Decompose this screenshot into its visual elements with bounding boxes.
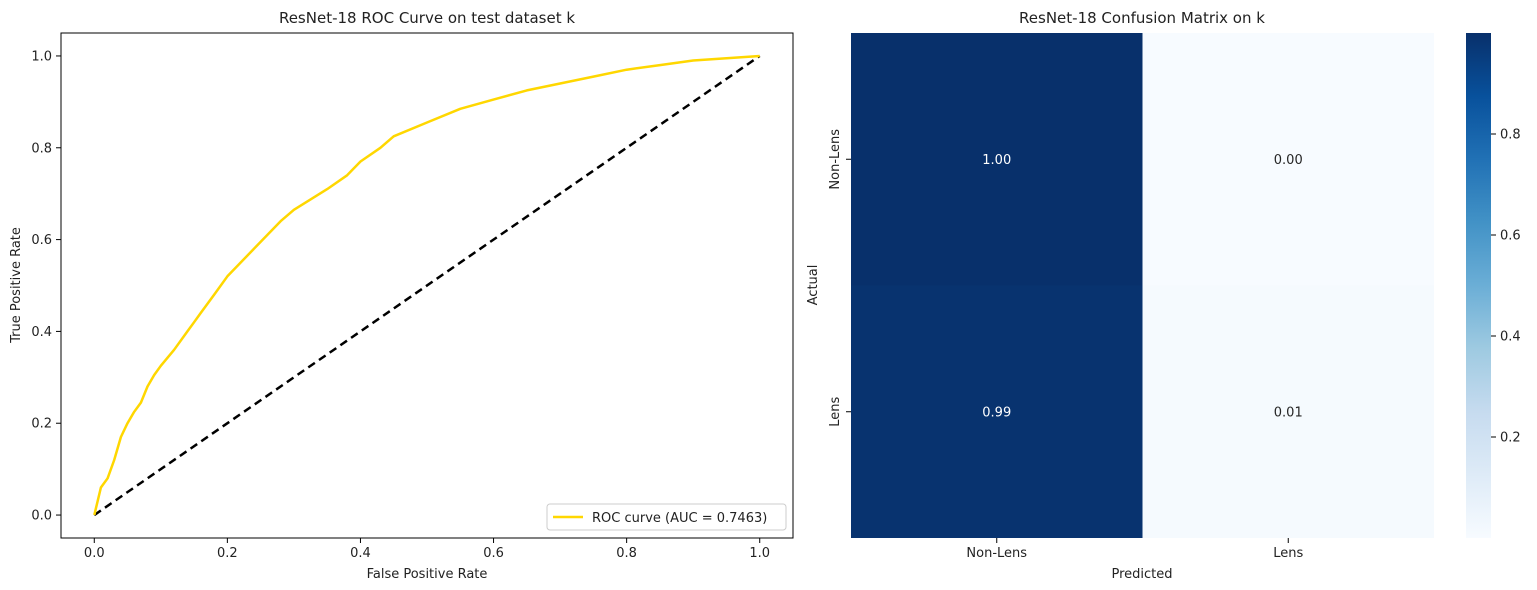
cm-y-ticks: Non-Lens Lens xyxy=(828,129,851,427)
colorbar-tick-label: 0.4 xyxy=(1500,330,1521,345)
cm-cell-value: 0.00 xyxy=(1274,153,1303,168)
roc-x-tick-label: 0.8 xyxy=(616,546,637,561)
cm-cell-value: 0.99 xyxy=(982,405,1011,420)
roc-xlabel: False Positive Rate xyxy=(367,567,488,582)
roc-x-tick-label: 1.0 xyxy=(749,546,770,561)
roc-chart: ResNet-18 ROC Curve on test dataset k 0.… xyxy=(9,9,794,582)
roc-legend: ROC curve (AUC = 0.7463) xyxy=(546,503,787,531)
roc-legend-label: ROC curve (AUC = 0.7463) xyxy=(592,511,767,526)
cm-cells: 1.00 0.00 0.99 0.01 xyxy=(851,33,1434,538)
cm-cell-value: 1.00 xyxy=(982,153,1011,168)
roc-x-ticks: 0.0 0.2 0.4 0.6 0.8 1.0 xyxy=(84,538,770,561)
roc-diagonal-line xyxy=(93,54,761,517)
roc-y-tick-label: 0.6 xyxy=(31,233,52,248)
roc-curve-line xyxy=(93,54,760,516)
roc-y-tick-label: 0.4 xyxy=(31,325,52,340)
roc-y-tick-label: 0.0 xyxy=(31,509,52,524)
cm-title: ResNet-18 Confusion Matrix on k xyxy=(1019,9,1265,27)
cm-y-tick-label: Non-Lens xyxy=(828,129,843,190)
roc-series xyxy=(93,54,761,517)
colorbar-ticks: 0.2 0.4 0.6 0.8 xyxy=(1491,128,1521,446)
cm-x-tick-label: Lens xyxy=(1273,546,1303,561)
roc-y-ticks: 0.0 0.2 0.4 0.6 0.8 1.0 xyxy=(31,49,61,524)
cm-cell xyxy=(851,285,1143,538)
roc-y-tick-label: 0.2 xyxy=(31,417,52,432)
cm-cell xyxy=(851,33,1143,286)
colorbar xyxy=(1466,33,1491,538)
roc-ylabel: True Positive Rate xyxy=(9,227,24,344)
cm-cell-value: 0.01 xyxy=(1274,405,1303,420)
colorbar-tick-label: 0.8 xyxy=(1500,128,1521,143)
roc-title: ResNet-18 ROC Curve on test dataset k xyxy=(279,9,575,27)
cm-x-ticks: Non-Lens Lens xyxy=(966,538,1303,561)
cm-cell xyxy=(1142,33,1434,286)
cm-ylabel: Actual xyxy=(806,265,821,306)
colorbar-tick-label: 0.6 xyxy=(1500,229,1521,244)
confusion-matrix-chart: ResNet-18 Confusion Matrix on k 1.00 0.00… xyxy=(806,9,1521,582)
cm-x-tick-label: Non-Lens xyxy=(966,546,1027,561)
colorbar-tick-label: 0.2 xyxy=(1500,431,1521,446)
cm-cell xyxy=(1142,285,1434,538)
roc-x-tick-label: 0.6 xyxy=(483,546,504,561)
roc-y-tick-label: 0.8 xyxy=(31,141,52,156)
roc-x-tick-label: 0.2 xyxy=(217,546,238,561)
roc-x-tick-label: 0.4 xyxy=(350,546,371,561)
roc-x-tick-label: 0.0 xyxy=(84,546,105,561)
cm-y-tick-label: Lens xyxy=(828,397,843,427)
roc-legend-box xyxy=(546,503,787,531)
roc-y-tick-label: 1.0 xyxy=(31,49,52,64)
cm-xlabel: Predicted xyxy=(1111,567,1172,582)
